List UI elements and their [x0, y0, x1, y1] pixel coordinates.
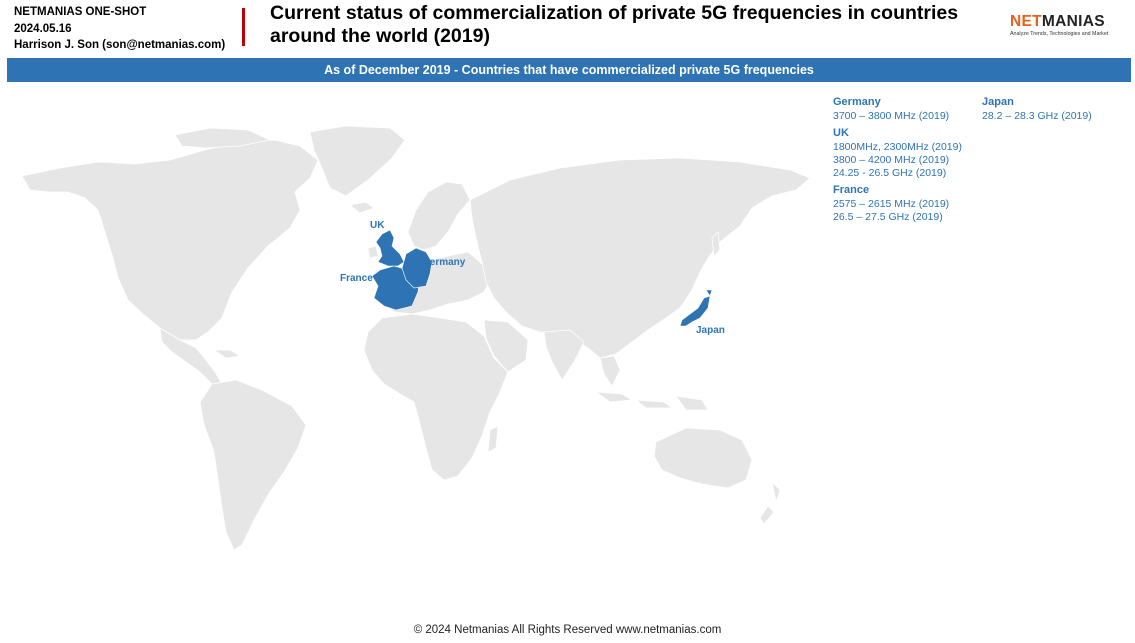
legend-japan: Japan 28.2 – 28.3 GHz (2019) — [982, 96, 1092, 123]
header-meta: NETMANIAS ONE-SHOT 2024.05.16 Harrison J… — [14, 4, 225, 54]
world-map — [21, 125, 811, 551]
southeast-asia-landmass — [599, 355, 621, 387]
legend-frequency: 2575 – 2615 MHz (2019) — [833, 198, 950, 210]
germany-highlight — [401, 247, 433, 289]
legend-country: France — [833, 184, 870, 196]
caribbean-landmass — [212, 349, 242, 359]
series-name: NETMANIAS ONE-SHOT — [14, 6, 147, 18]
indonesia-landmass — [594, 391, 709, 411]
legend-column-left: Germany 3700 – 3800 MHz (2019) UK 1800MH… — [833, 96, 962, 228]
iceland-landmass — [349, 201, 375, 214]
legend-country: UK — [833, 127, 849, 139]
subtitle-banner: As of December 2019 - Countries that hav… — [7, 58, 1131, 82]
legend-column-right: Japan 28.2 – 28.3 GHz (2019) — [982, 96, 1092, 127]
map-label-japan: Japan — [696, 325, 725, 336]
publish-date: 2024.05.16 — [14, 22, 72, 35]
japan-highlight — [679, 289, 713, 327]
sakhalin-landmass — [711, 231, 721, 257]
asia-landmass — [469, 157, 811, 359]
logo-manias: MANIAS — [1041, 13, 1105, 30]
legend-germany: Germany 3700 – 3800 MHz (2019) — [833, 96, 962, 123]
page-title: Current status of commercialization of p… — [270, 2, 959, 47]
legend-frequency: 1800MHz, 2300MHz (2019) — [833, 141, 962, 153]
map-label-france: France — [340, 273, 373, 284]
india-landmass — [543, 329, 585, 381]
legend-country: Germany — [833, 96, 881, 108]
legend-france: France 2575 – 2615 MHz (2019) 26.5 – 27.… — [833, 184, 962, 224]
greenland-landmass — [309, 125, 406, 197]
copyright-footer: © 2024 Netmanias All Rights Reserved www… — [413, 624, 722, 636]
netmanias-logo: NETMANIAS Analyze Trends, Technologies a… — [1010, 13, 1108, 37]
logo-wordmark: NETMANIAS — [1010, 13, 1108, 31]
legend-frequency: 26.5 – 27.5 GHz (2019) — [833, 211, 943, 223]
madagascar-landmass — [487, 425, 499, 453]
legend-uk: UK 1800MHz, 2300MHz (2019) 3800 – 4200 M… — [833, 127, 962, 180]
south-america-landmass — [199, 379, 307, 551]
legend-frequency: 28.2 – 28.3 GHz (2019) — [982, 110, 1092, 122]
arctic-islands-landmass — [174, 127, 272, 149]
legend-frequency: 3800 – 4200 MHz (2019) — [833, 154, 950, 166]
legend-frequency: 3700 – 3800 MHz (2019) — [833, 110, 950, 122]
legend-country: Japan — [982, 96, 1014, 108]
map-label-uk: UK — [370, 220, 385, 231]
uk-highlight — [375, 229, 405, 267]
logo-net: NET — [1010, 13, 1042, 30]
africa-landmass — [363, 313, 509, 481]
logo-tagline: Analyze Trends, Technologies and Market — [1010, 31, 1109, 37]
new-zealand-landmass — [759, 480, 781, 525]
arabia-landmass — [483, 319, 529, 373]
title-divider — [242, 8, 245, 46]
ireland-shape — [367, 245, 379, 259]
scandinavia-landmass — [407, 181, 471, 251]
author: Harrison J. Son (son@netmanias.com) — [14, 39, 226, 51]
map-label-germany: Germany — [422, 257, 466, 268]
legend-frequency: 24.25 - 26.5 GHz (2019) — [833, 167, 947, 179]
north-america-landmass — [21, 139, 319, 341]
australia-landmass — [653, 427, 753, 489]
